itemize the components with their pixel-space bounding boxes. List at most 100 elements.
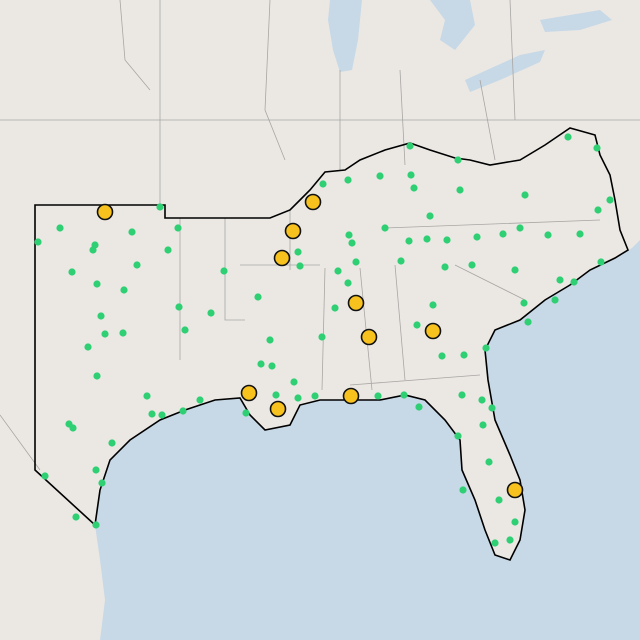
hub-marker [284,222,302,240]
hub-marker [424,322,442,340]
site-dot [506,536,514,544]
site-dot [254,293,262,301]
site-dot [268,362,276,370]
site-dot [485,458,493,466]
site-dot [196,396,204,404]
site-dot [374,392,382,400]
site-dot [597,258,605,266]
site-dot [426,212,434,220]
hub-marker [269,400,287,418]
site-dot [495,496,503,504]
site-dot [119,329,127,337]
site-dot [181,326,189,334]
site-dot [319,180,327,188]
hub-layer [96,193,524,499]
site-dot [148,410,156,418]
site-dot [272,391,280,399]
site-dot [438,352,446,360]
hub-marker [347,294,365,312]
site-dot [406,142,414,150]
site-dot [290,378,298,386]
hub-marker [342,387,360,405]
site-dot [381,224,389,232]
site-dot [516,224,524,232]
site-dot [413,321,421,329]
site-dot [521,191,529,199]
site-dot [92,521,100,529]
site-dot [34,238,42,246]
site-dot [410,184,418,192]
site-dot [593,144,601,152]
site-dot [133,261,141,269]
site-dot [397,257,405,265]
site-dot [164,246,172,254]
site-dot [376,172,384,180]
site-dot [499,230,507,238]
hub-marker [360,328,378,346]
site-dot [89,246,97,254]
site-dot [257,360,265,368]
site-dot [564,133,572,141]
site-dot [331,304,339,312]
site-dot [478,396,486,404]
site-dot [242,409,250,417]
site-dot [311,392,319,400]
site-dot [570,278,578,286]
site-dot [220,267,228,275]
site-dot [69,424,77,432]
site-dot [511,266,519,274]
lake-ontario [540,10,612,32]
site-dot [454,156,462,164]
site-dot [491,539,499,547]
site-layer [34,133,614,547]
site-dot [174,224,182,232]
site-dot [524,318,532,326]
lake-huron [430,0,475,50]
site-dot [456,186,464,194]
site-dot [400,391,408,399]
hub-marker [273,249,291,267]
site-dot [143,392,151,400]
site-dot [454,432,462,440]
lake-michigan [328,0,362,72]
site-dot [479,421,487,429]
site-dot [56,224,64,232]
site-dot [556,276,564,284]
site-dot [544,231,552,239]
site-dot [128,228,136,236]
site-dot [423,235,431,243]
hub-marker [304,193,322,211]
site-dot [294,248,302,256]
site-dot [108,439,116,447]
hub-marker [506,481,524,499]
site-dot [468,261,476,269]
site-dot [345,231,353,239]
site-dot [405,237,413,245]
site-dot [97,312,105,320]
site-dot [179,407,187,415]
site-dot [93,372,101,380]
site-dot [443,236,451,244]
site-dot [93,280,101,288]
site-dot [415,403,423,411]
lake-erie [465,50,545,92]
site-dot [68,268,76,276]
site-dot [606,196,614,204]
ocean [95,240,640,640]
site-dot [473,233,481,241]
site-dot [156,203,164,211]
site-dot [407,171,415,179]
hub-marker [96,203,114,221]
site-dot [576,230,584,238]
site-dot [294,394,302,402]
site-dot [266,336,274,344]
site-dot [84,343,92,351]
site-dot [92,466,100,474]
site-dot [344,279,352,287]
site-dot [458,391,466,399]
site-dot [511,518,519,526]
site-dot [175,303,183,311]
site-dot [101,330,109,338]
